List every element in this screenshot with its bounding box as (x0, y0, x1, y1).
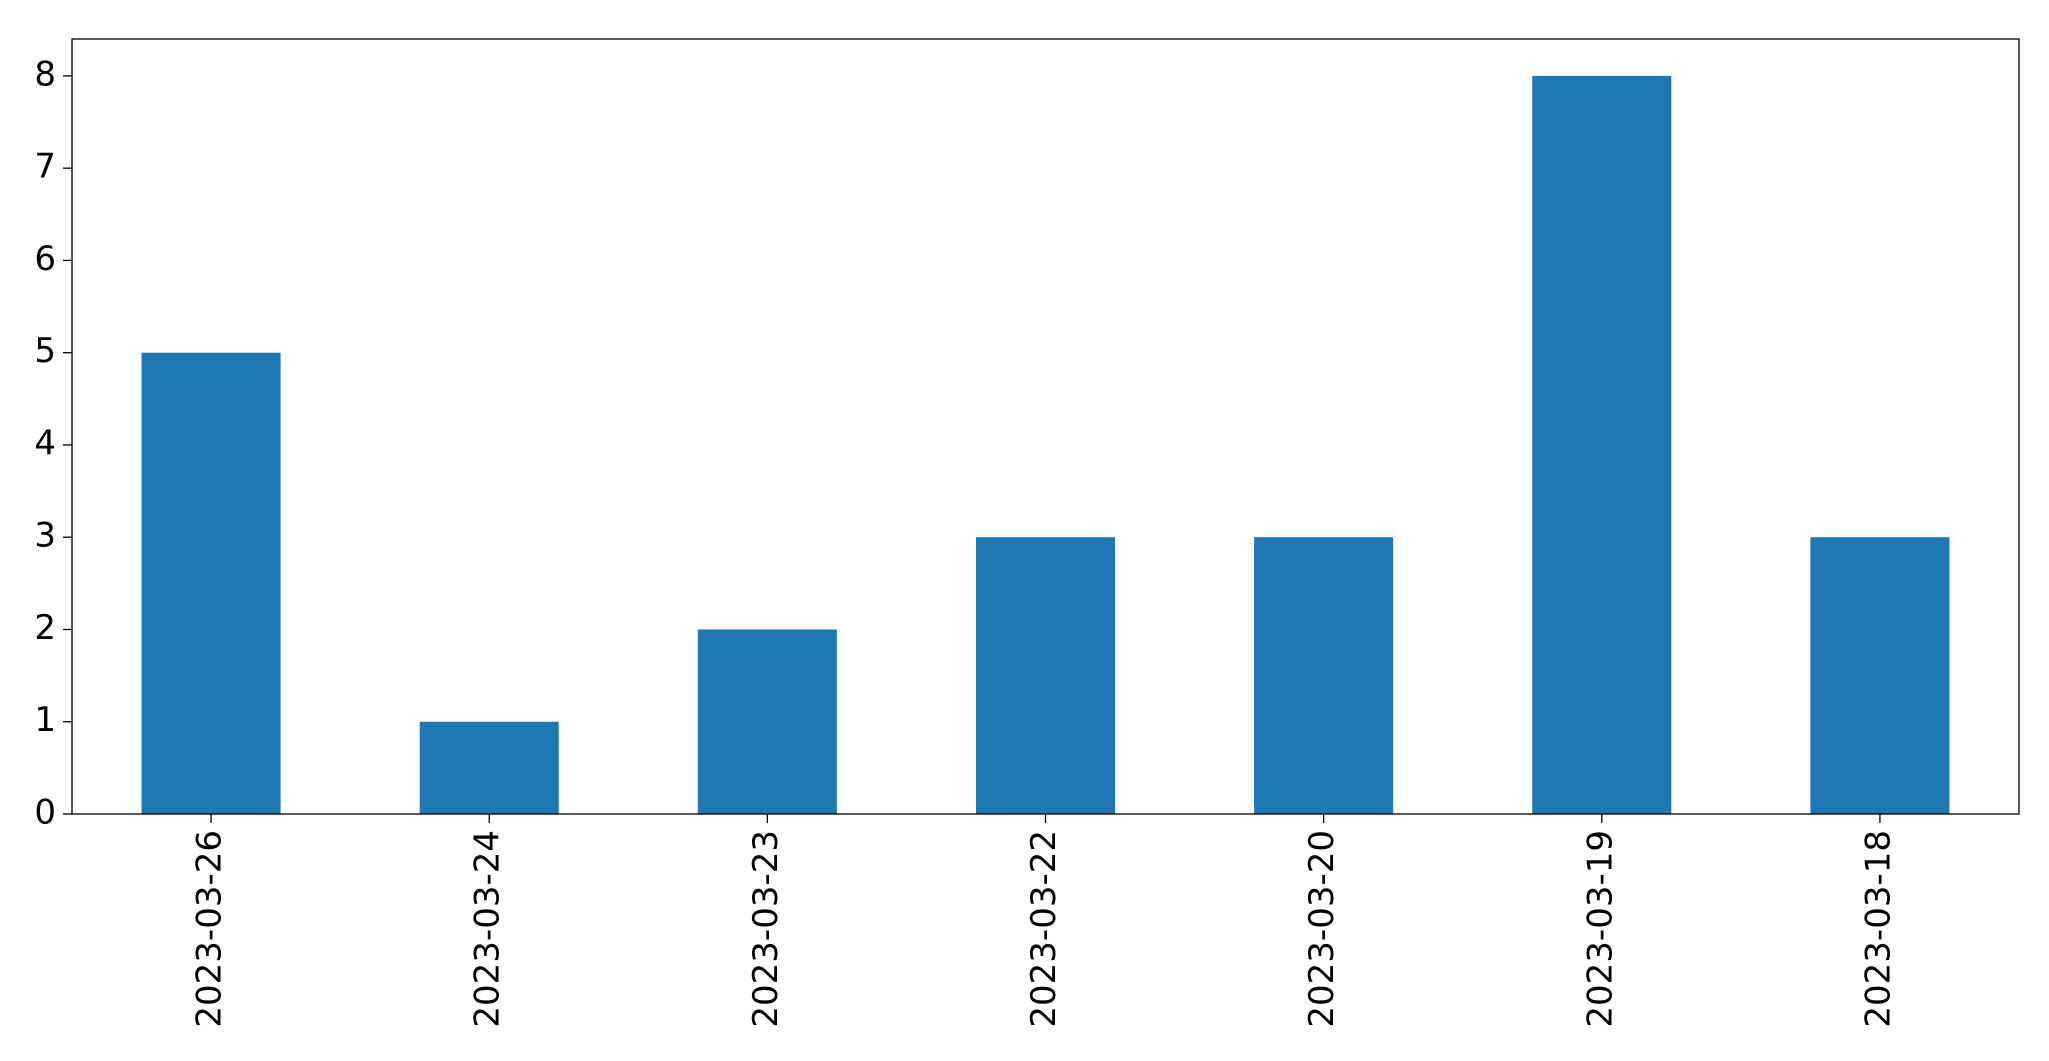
y-tick-label: 7 (34, 147, 56, 187)
plot-frame (71, 38, 2020, 815)
x-tick-label: 2023-03-24 (468, 830, 508, 1028)
bar (1810, 537, 1950, 814)
x-tick-label: 2023-03-22 (1024, 830, 1064, 1028)
x-tick-label: 2023-03-20 (1302, 830, 1342, 1028)
y-tick-label: 8 (34, 54, 56, 94)
y-tick-label: 6 (34, 239, 56, 279)
y-tick-label: 2 (34, 608, 56, 648)
y-tick-label: 1 (34, 700, 56, 740)
x-tick-label: 2023-03-26 (190, 830, 230, 1028)
y-tick-label: 3 (34, 516, 56, 556)
y-tick-label: 4 (34, 423, 56, 463)
bar (975, 537, 1116, 814)
x-tick-label: 2023-03-18 (1858, 830, 1898, 1028)
x-tick-label: 2023-03-19 (1580, 830, 1620, 1028)
bar (419, 721, 559, 814)
bar (697, 629, 837, 814)
bar (1532, 75, 1672, 814)
x-tick-label: 2023-03-23 (746, 830, 786, 1028)
bar (141, 352, 281, 814)
y-tick-label: 5 (34, 331, 56, 371)
bar (1254, 537, 1394, 814)
y-tick-label: 0 (34, 793, 56, 833)
